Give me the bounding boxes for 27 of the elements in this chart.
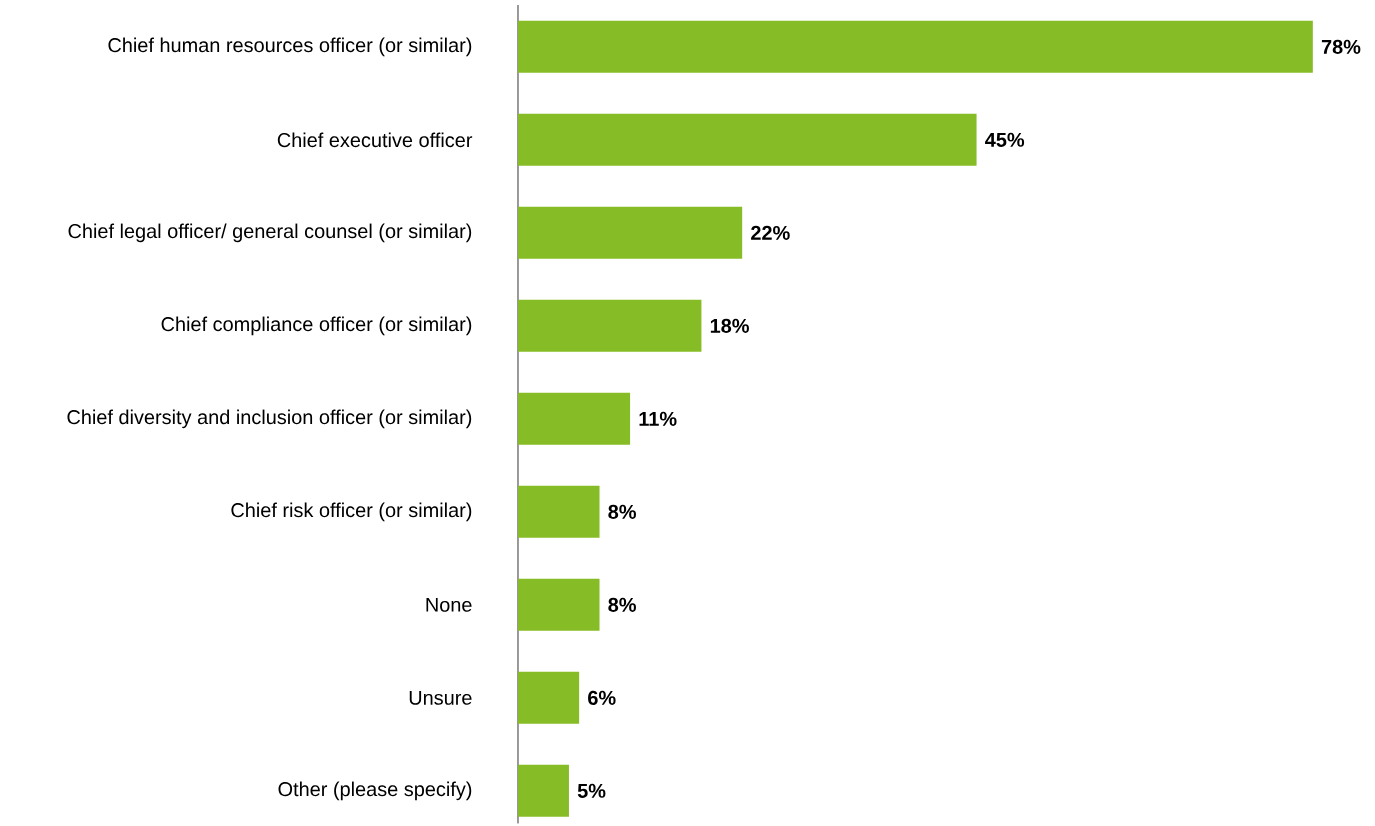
bar bbox=[518, 113, 977, 166]
y-tick-label: Chief compliance officer (or similar) bbox=[161, 316, 472, 336]
y-tick-label: None bbox=[426, 597, 472, 612]
y-tick-label: Chief human resources officer (or similar) bbox=[108, 37, 472, 57]
y-tick-label: Chief risk officer (or similar) bbox=[231, 502, 472, 522]
y-tick-label: Other (please specify) bbox=[278, 781, 472, 801]
bar bbox=[518, 206, 743, 259]
data-label: 8% bbox=[608, 597, 636, 612]
y-tick-label: Unsure bbox=[409, 690, 472, 705]
y-tick-label: Chief executive officer bbox=[277, 132, 473, 148]
bar bbox=[518, 485, 600, 538]
bar bbox=[518, 392, 631, 445]
data-label: 78% bbox=[1321, 39, 1361, 54]
bar bbox=[518, 578, 600, 631]
data-label: 45% bbox=[985, 132, 1025, 147]
bar bbox=[518, 764, 569, 817]
bar bbox=[518, 299, 702, 352]
data-label: 18% bbox=[710, 318, 749, 333]
bar bbox=[518, 671, 580, 724]
data-label: 22% bbox=[751, 225, 790, 240]
y-tick-label: Chief legal officer/ general counsel (or similar) bbox=[68, 223, 472, 243]
data-label: 8% bbox=[608, 504, 636, 519]
data-label: 6% bbox=[588, 690, 616, 705]
data-label: 5% bbox=[577, 783, 606, 798]
y-tick-label: Chief diversity and inclusion officer (or similar) bbox=[67, 409, 472, 429]
bar bbox=[518, 20, 1313, 73]
data-label: 11% bbox=[639, 411, 677, 426]
